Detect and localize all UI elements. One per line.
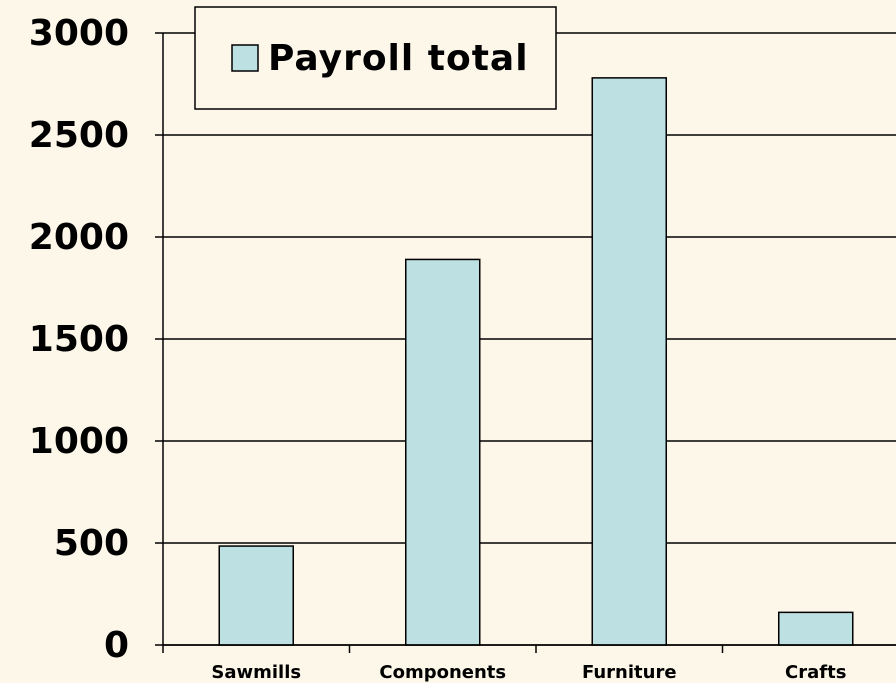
y-tick-label: 2500 xyxy=(29,115,129,156)
legend-label: Payroll total xyxy=(268,38,529,79)
y-tick-label: 1500 xyxy=(29,319,129,360)
y-tick-label: 500 xyxy=(54,523,129,564)
x-tick-label: Crafts xyxy=(785,662,846,683)
x-tick-label: Components xyxy=(379,662,506,683)
bar xyxy=(405,258,481,646)
y-tick-label: 3000 xyxy=(29,13,129,54)
x-tick-label: Sawmills xyxy=(211,662,301,683)
bar xyxy=(591,77,667,646)
bar xyxy=(778,611,854,646)
y-tick-label: 0 xyxy=(104,625,129,666)
y-tick-label: 1000 xyxy=(29,421,129,462)
y-tick-label: 2000 xyxy=(29,217,129,258)
bar xyxy=(218,545,294,646)
x-tick-label: Furniture xyxy=(582,662,677,683)
legend-swatch xyxy=(231,44,259,72)
